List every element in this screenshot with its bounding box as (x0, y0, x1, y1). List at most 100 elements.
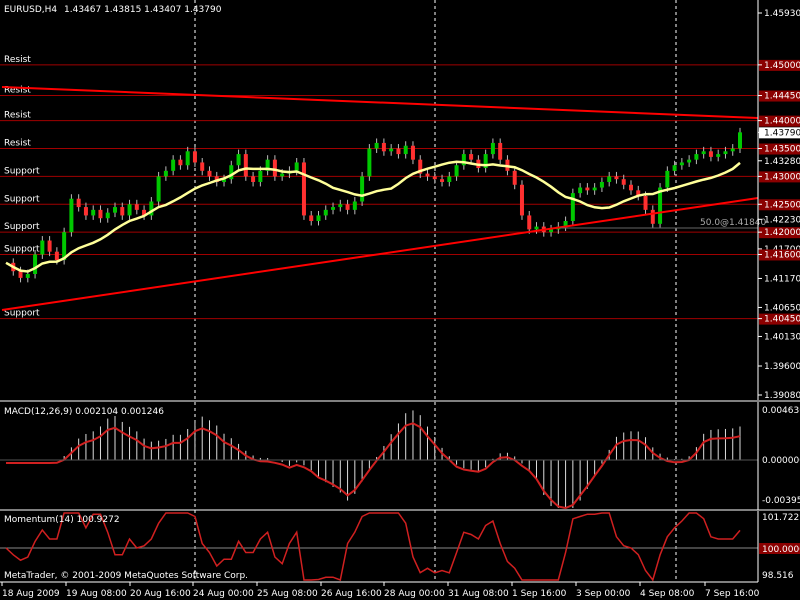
price-tick-label: 1.42000 (764, 228, 800, 238)
candle-body (301, 162, 306, 216)
candle-body (643, 195, 648, 210)
candle-body (723, 151, 728, 155)
price-tick-label: 1.43000 (764, 172, 800, 182)
level-price-marker (759, 249, 800, 261)
candle-body (149, 201, 154, 216)
candle-body (708, 151, 713, 157)
candle-body (585, 187, 590, 191)
time-axis[interactable]: 18 Aug 2009 19 Aug 08:00 20 Aug 16:00 24 Au… (1, 582, 760, 599)
candle-body (360, 176, 365, 202)
macd-pane[interactable]: MACD(12,26,9) 0.002104 0.001246 0.004636… (0, 402, 800, 510)
price-tick-label: 1.43280 (764, 157, 800, 167)
price-tick-label: 1.45000 (764, 61, 800, 71)
candle-body (607, 176, 612, 182)
current-price-marker (759, 127, 800, 139)
main-pane-bg (0, 0, 758, 400)
candle-body (345, 204, 350, 210)
candle-body (127, 204, 132, 216)
price-tick-label: 1.40130 (764, 332, 800, 342)
candle-body (454, 165, 459, 177)
candle-body (592, 187, 597, 191)
candle-body (258, 170, 263, 182)
momentum-tick: 100.0000 (762, 545, 800, 555)
candle-body (563, 221, 568, 227)
sr-levels[interactable]: Resist Resist Resist Resist Support Support Su… (0, 55, 758, 320)
candle-body (498, 142, 503, 160)
candle-body (62, 232, 67, 261)
candle-body (200, 162, 205, 171)
candle-body (578, 187, 583, 194)
symbol-timeframe: EURUSD,H4 (4, 5, 57, 15)
macd-signal-line[interactable] (6, 422, 741, 510)
candle-body (323, 209, 328, 216)
fib-level-label: 50.0@1.41840 (700, 218, 767, 228)
candle-body (614, 176, 619, 180)
candle-body (18, 271, 23, 278)
candle-body (658, 187, 663, 224)
candle-body (716, 154, 721, 157)
level-price-marker (759, 199, 800, 211)
symbol-label: EURUSD,H4 1.43467 1.43815 1.43407 1.4379… (4, 5, 222, 15)
candle-body (527, 215, 532, 230)
ohlc-values: 1.43467 1.43815 1.43407 1.43790 (64, 5, 222, 15)
main-pane[interactable]: Resist Resist Resist Resist Support Support Su… (0, 0, 767, 582)
candle-body (69, 198, 74, 233)
time-tick-label: 31 Aug 08:00 (448, 589, 509, 599)
candle-body (410, 145, 415, 160)
candle-body (40, 240, 45, 255)
price-tick-label: 1.45930 (764, 9, 800, 19)
candle-body (163, 170, 168, 177)
price-tick-label: 1.39080 (764, 391, 800, 401)
time-tick-label: 4 Sep 08:00 (640, 589, 695, 599)
candle-body (636, 190, 641, 196)
moving-average-line[interactable] (5, 160, 741, 273)
macd-tick: 0.000000 (762, 456, 800, 466)
candle-body (83, 207, 88, 216)
sr-level-label: Support (4, 166, 40, 176)
candle-body (367, 148, 372, 177)
price-tick-label: 1.40450 (764, 315, 800, 325)
momentum-pane[interactable]: Momentum(14) 100.9272 101.7227 100.0000 … (0, 511, 800, 582)
time-tick-label: 18 Aug 2009 (2, 589, 60, 599)
price-tick-label: 1.44450 (764, 92, 800, 102)
momentum-line[interactable] (5, 512, 741, 582)
sr-level-label: Support (4, 309, 40, 319)
time-tick-label: 7 Sep 16:00 (705, 589, 760, 599)
price-tick-label: 1.44000 (764, 117, 800, 127)
level-price-marker (759, 313, 800, 325)
momentum-tick: 98.516 (762, 571, 794, 581)
level-price-marker (759, 59, 800, 71)
candle-body (229, 165, 234, 180)
candle-body (570, 193, 575, 222)
resistance-trendline[interactable] (1, 86, 759, 119)
candle-body (113, 207, 118, 213)
sr-level-label: Support (4, 222, 40, 232)
time-tick-label: 25 Aug 08:00 (257, 589, 318, 599)
candle-body (192, 151, 197, 163)
candle-body (738, 132, 742, 149)
price-tick-label: 1.40650 (764, 303, 800, 313)
candle-body (54, 251, 59, 261)
candle-body (549, 229, 554, 233)
candle-body (171, 159, 176, 171)
support-trendline[interactable] (1, 197, 759, 311)
candle-body (512, 170, 517, 185)
candles (11, 127, 742, 283)
candle-body (280, 173, 285, 177)
candle-body (76, 198, 81, 208)
price-tick-label: 1.43790 (764, 128, 800, 138)
day-separators (194, 0, 677, 582)
candle-body (352, 201, 357, 210)
level-price-marker (759, 90, 800, 102)
candle-body (309, 215, 314, 222)
candle-body (425, 173, 430, 177)
candle-body (185, 151, 190, 166)
momentum-100-marker (759, 543, 800, 554)
candle-body (665, 170, 670, 188)
candle-body (440, 179, 445, 182)
candle-body (628, 184, 633, 191)
price-tick-label: 1.39600 (764, 362, 800, 372)
